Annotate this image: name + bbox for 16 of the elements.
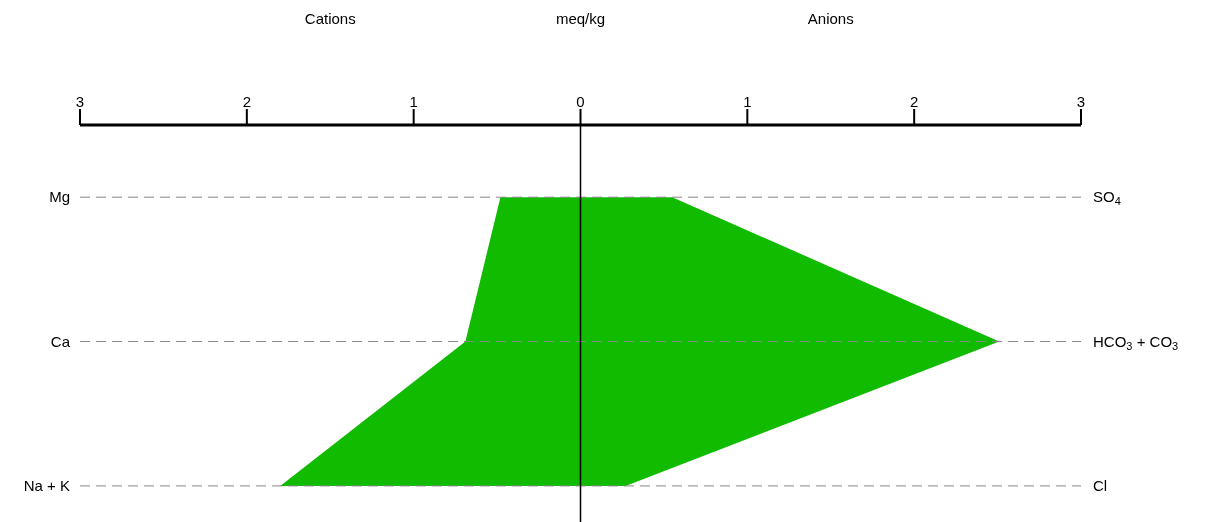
y-tick-label: Mg xyxy=(49,188,70,206)
x-tick-label: 2 xyxy=(909,93,919,110)
x-tick-label: 2 xyxy=(242,93,252,110)
x-tick-label: 1 xyxy=(409,93,418,110)
y2-tick-label: Cl xyxy=(1093,476,1108,494)
x-tick-label: 1 xyxy=(743,93,752,110)
y-tick-label: Na + K xyxy=(23,476,70,494)
y2-tick-label: HCO$_{3}$ + CO$_{3}$ xyxy=(1093,332,1179,352)
y-tick-label: Ca xyxy=(50,332,71,350)
x-tick-label: 3 xyxy=(1076,93,1086,110)
y2-tick-label: SO$_{4}$ xyxy=(1093,188,1121,208)
x-tick-label: 3 xyxy=(75,93,85,110)
x-tick-label: 0 xyxy=(576,93,585,110)
x-axis-title: meq/kg xyxy=(554,10,607,27)
text: Cations xyxy=(303,10,357,27)
text: Anions xyxy=(806,10,855,27)
